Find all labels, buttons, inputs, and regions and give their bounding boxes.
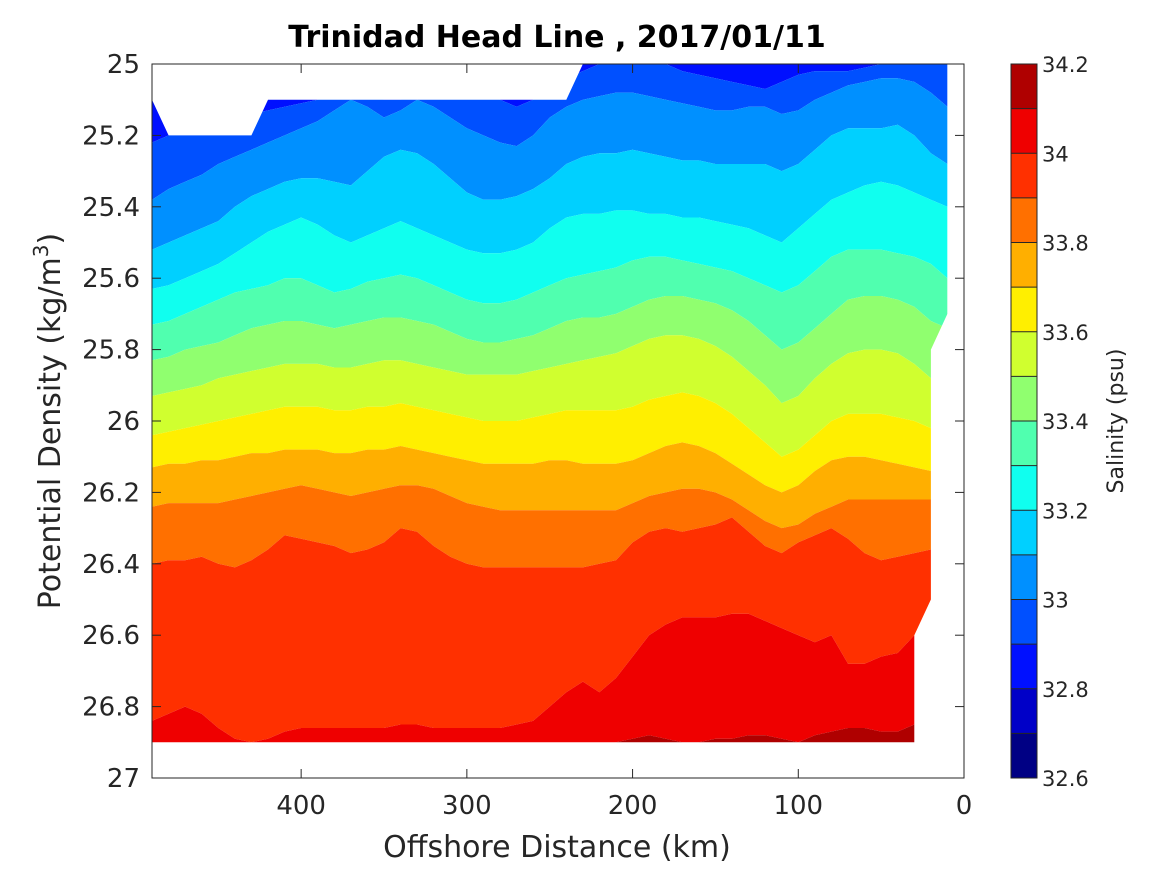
colorbar-swatch — [1011, 644, 1037, 689]
salinity-band — [152, 124, 948, 289]
y-tick-label: 25 — [107, 50, 140, 80]
salinity-band — [152, 599, 948, 743]
colorbar-swatch — [1011, 421, 1037, 466]
chart-title: Trinidad Head Line , 2017/01/11 — [288, 20, 825, 55]
colorbar-swatch — [1011, 376, 1037, 421]
salinity-band — [152, 78, 948, 250]
colorbar-ticks: 32.6 32.8 33 33.2 33.4 33.6 33.8 34 34.2 — [1011, 53, 1089, 791]
colorbar-swatches — [1011, 64, 1037, 778]
colorbar-swatch — [1011, 64, 1037, 109]
colorbar-swatch — [1011, 510, 1037, 555]
colorbar-swatch — [1011, 108, 1037, 154]
colorbar-tick-label: 32.8 — [1042, 678, 1089, 702]
y-tick-label: 26 — [107, 407, 140, 437]
colorbar-tick-label: 34 — [1042, 142, 1069, 166]
colorbar-swatch — [1011, 465, 1037, 511]
plot-area: 400 300 200 100 0 25 25.2 25.4 25.6 25.8 26 26.2 26… — [82, 50, 972, 821]
y-tick-label: 25.4 — [82, 193, 140, 223]
salinity-band — [152, 517, 948, 743]
salinity-band — [152, 335, 948, 457]
salinity-band — [152, 485, 948, 568]
y-axis-label-base: Potential Density (kg/m — [33, 257, 68, 609]
x-tick-label: 200 — [608, 791, 658, 821]
y-axis-label: Potential Density (kg/m3) — [29, 233, 68, 609]
colorbar-label: Salinity (psu) — [1104, 349, 1129, 494]
colorbar-swatch — [1011, 688, 1037, 734]
x-axis-ticks: 400 300 200 100 0 — [276, 64, 972, 821]
colorbar-swatch — [1011, 153, 1037, 198]
colorbar-swatch — [1011, 554, 1037, 600]
y-tick-label: 25.6 — [82, 264, 140, 294]
colorbar-tick-label: 33.2 — [1042, 499, 1089, 523]
y-tick-label: 26.6 — [82, 621, 140, 651]
colorbar-swatch — [1011, 197, 1037, 243]
x-axis-label: Offshore Distance (km) — [383, 830, 731, 865]
salinity-band — [152, 181, 948, 325]
colorbar-swatch — [1011, 599, 1037, 645]
colorbar-swatch — [1011, 331, 1037, 377]
y-axis-label-sup: 3 — [29, 244, 53, 257]
salinity-band — [152, 442, 948, 529]
colorbar-swatch — [1011, 287, 1037, 332]
y-tick-label: 26.2 — [82, 478, 140, 508]
x-tick-label: 0 — [956, 791, 973, 821]
colorbar-tick-label: 33.8 — [1042, 232, 1089, 256]
colorbar-tick-label: 33.6 — [1042, 321, 1089, 345]
y-axis-ticks: 25 25.2 25.4 25.6 25.8 26 26.2 26.4 26.6 26.8 27 — [82, 50, 964, 794]
colorbar-tick-label: 33.4 — [1042, 410, 1089, 434]
colorbar: 32.6 32.8 33 33.2 33.4 33.6 33.8 34 34.2 — [1010, 53, 1089, 791]
colorbar-tick-label: 33 — [1042, 589, 1069, 613]
colorbar-tick-label: 34.2 — [1042, 53, 1089, 77]
colorbar-swatch — [1011, 242, 1037, 288]
y-tick-label: 26.4 — [82, 550, 140, 580]
salinity-band — [152, 392, 948, 493]
x-tick-label: 300 — [442, 791, 492, 821]
contour-fill — [152, 64, 948, 743]
salinity-band — [152, 249, 948, 361]
x-tick-label: 100 — [773, 791, 823, 821]
y-tick-label: 26.8 — [82, 693, 140, 723]
colorbar-tick-label: 32.6 — [1042, 767, 1089, 791]
y-axis-label-close: ) — [33, 233, 68, 245]
colorbar-swatch — [1011, 733, 1037, 778]
y-tick-label: 25.8 — [82, 336, 140, 366]
salinity-band — [152, 296, 948, 404]
y-tick-label: 25.2 — [82, 121, 140, 151]
salinity-band — [152, 724, 948, 743]
x-tick-label: 400 — [276, 791, 326, 821]
y-tick-label: 27 — [107, 764, 140, 794]
